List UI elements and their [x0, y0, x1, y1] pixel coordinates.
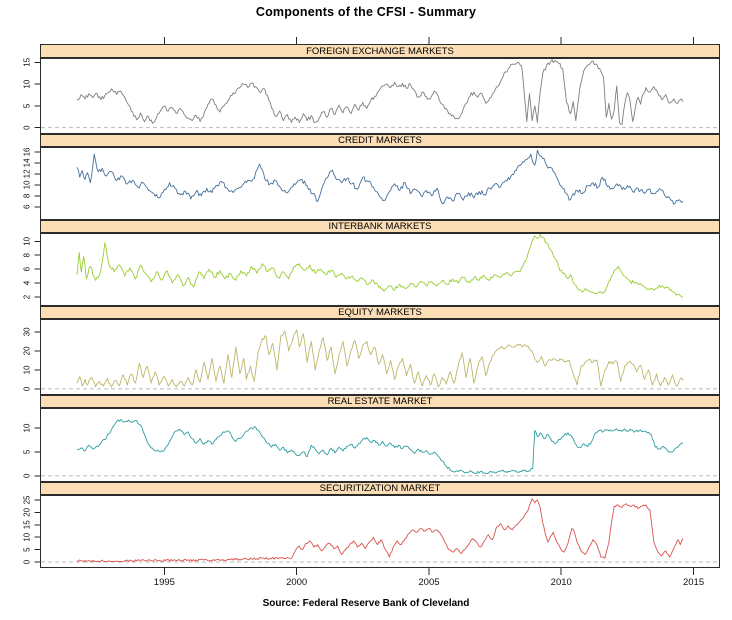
panel-strip-real-estate-market: REAL ESTATE MARKET — [40, 395, 720, 408]
y-tick-label: 16 — [23, 147, 32, 156]
y-tick-label: 0 — [23, 386, 32, 391]
series-line-credit-markets — [76, 149, 684, 205]
panel-real-estate-market: 0 5 10 — [23, 408, 720, 482]
panel-strip-title: CREDIT MARKETS — [338, 135, 422, 146]
y-tick-label: 30 — [23, 327, 32, 336]
panel-box — [40, 147, 720, 220]
y-tick-label: 10 — [23, 365, 32, 374]
panel-equity-markets: 0 10 20 30 — [23, 319, 720, 395]
y-tick-label: 8 — [23, 193, 32, 198]
panel-box — [40, 233, 720, 306]
panel-strip-title: FOREIGN EXCHANGE MARKETS — [306, 46, 454, 57]
y-tick-label: 5 — [23, 547, 32, 552]
y-tick-label: 10 — [23, 423, 32, 432]
y-tick-label: 15 — [23, 57, 32, 66]
panel-box — [40, 319, 720, 395]
y-tick-label: 0 — [23, 473, 32, 478]
y-tick-label: 10 — [23, 180, 32, 189]
y-tick-label: 2 — [23, 294, 32, 299]
y-tick-label: 8 — [23, 252, 32, 257]
x-axis: 1995 2000 2005 2010 2015 — [154, 37, 704, 588]
y-tick-label: 10 — [23, 532, 32, 541]
y-tick-label: 10 — [23, 236, 32, 245]
y-tick-label: 15 — [23, 520, 32, 529]
series-line-equity-markets — [76, 329, 684, 388]
panel-foreign-exchange-markets: 0 5 10 15 — [23, 57, 720, 134]
panel-box — [40, 58, 720, 134]
y-tick-label: 14 — [23, 158, 32, 167]
panel-strip-title: EQUITY MARKETS — [338, 307, 422, 318]
y-tick-label: 10 — [23, 79, 32, 88]
panel-strip-title: REAL ESTATE MARKET — [327, 396, 433, 407]
panel-strip-title: SECURITIZATION MARKET — [319, 483, 441, 494]
x-tick-label: 2010 — [551, 577, 572, 588]
panel-securitization-market: 0 5 10 15 20 25 — [23, 495, 720, 568]
series-line-securitization-market — [76, 498, 684, 563]
panel-strip-credit-markets: CREDIT MARKETS — [40, 134, 720, 147]
x-tick-label: 2015 — [683, 577, 704, 588]
x-tick-label: 1995 — [154, 577, 175, 588]
y-tick-label: 5 — [23, 103, 32, 108]
panel-strip-securitization-market: SECURITIZATION MARKET — [40, 482, 720, 495]
panel-strip-interbank-markets: INTERBANK MARKETS — [40, 220, 720, 233]
chart-title: Components of the CFSI - Summary — [255, 5, 477, 19]
y-tick-label: 0 — [23, 559, 32, 564]
panel-strip-title: INTERBANK MARKETS — [328, 221, 432, 232]
source-caption: Source: Federal Reserve Bank of Clevelan… — [262, 598, 470, 609]
y-tick-label: 20 — [23, 507, 32, 516]
y-tick-label: 25 — [23, 495, 32, 504]
y-tick-label: 6 — [23, 266, 32, 271]
y-tick-label: 4 — [23, 280, 32, 285]
y-tick-label: 12 — [23, 169, 32, 178]
panel-strip-equity-markets: EQUITY MARKETS — [40, 306, 720, 319]
x-tick-label: 2000 — [286, 577, 307, 588]
y-tick-label: 20 — [23, 346, 32, 355]
panel-credit-markets: 6 8 10 12 14 16 — [23, 147, 720, 220]
series-line-interbank-markets — [76, 233, 684, 298]
series-line-real-estate-market — [76, 419, 684, 475]
y-tick-label: 5 — [23, 449, 32, 454]
y-tick-label: 6 — [23, 204, 32, 209]
panel-strip-foreign-exchange-markets: FOREIGN EXCHANGE MARKETS — [40, 44, 720, 58]
x-tick-label: 2005 — [418, 577, 439, 588]
series-line-foreign-exchange-markets — [76, 59, 684, 125]
panel-box — [40, 495, 720, 568]
panel-interbank-markets: 2 4 6 8 10 — [23, 233, 720, 306]
y-tick-label: 0 — [23, 125, 32, 130]
